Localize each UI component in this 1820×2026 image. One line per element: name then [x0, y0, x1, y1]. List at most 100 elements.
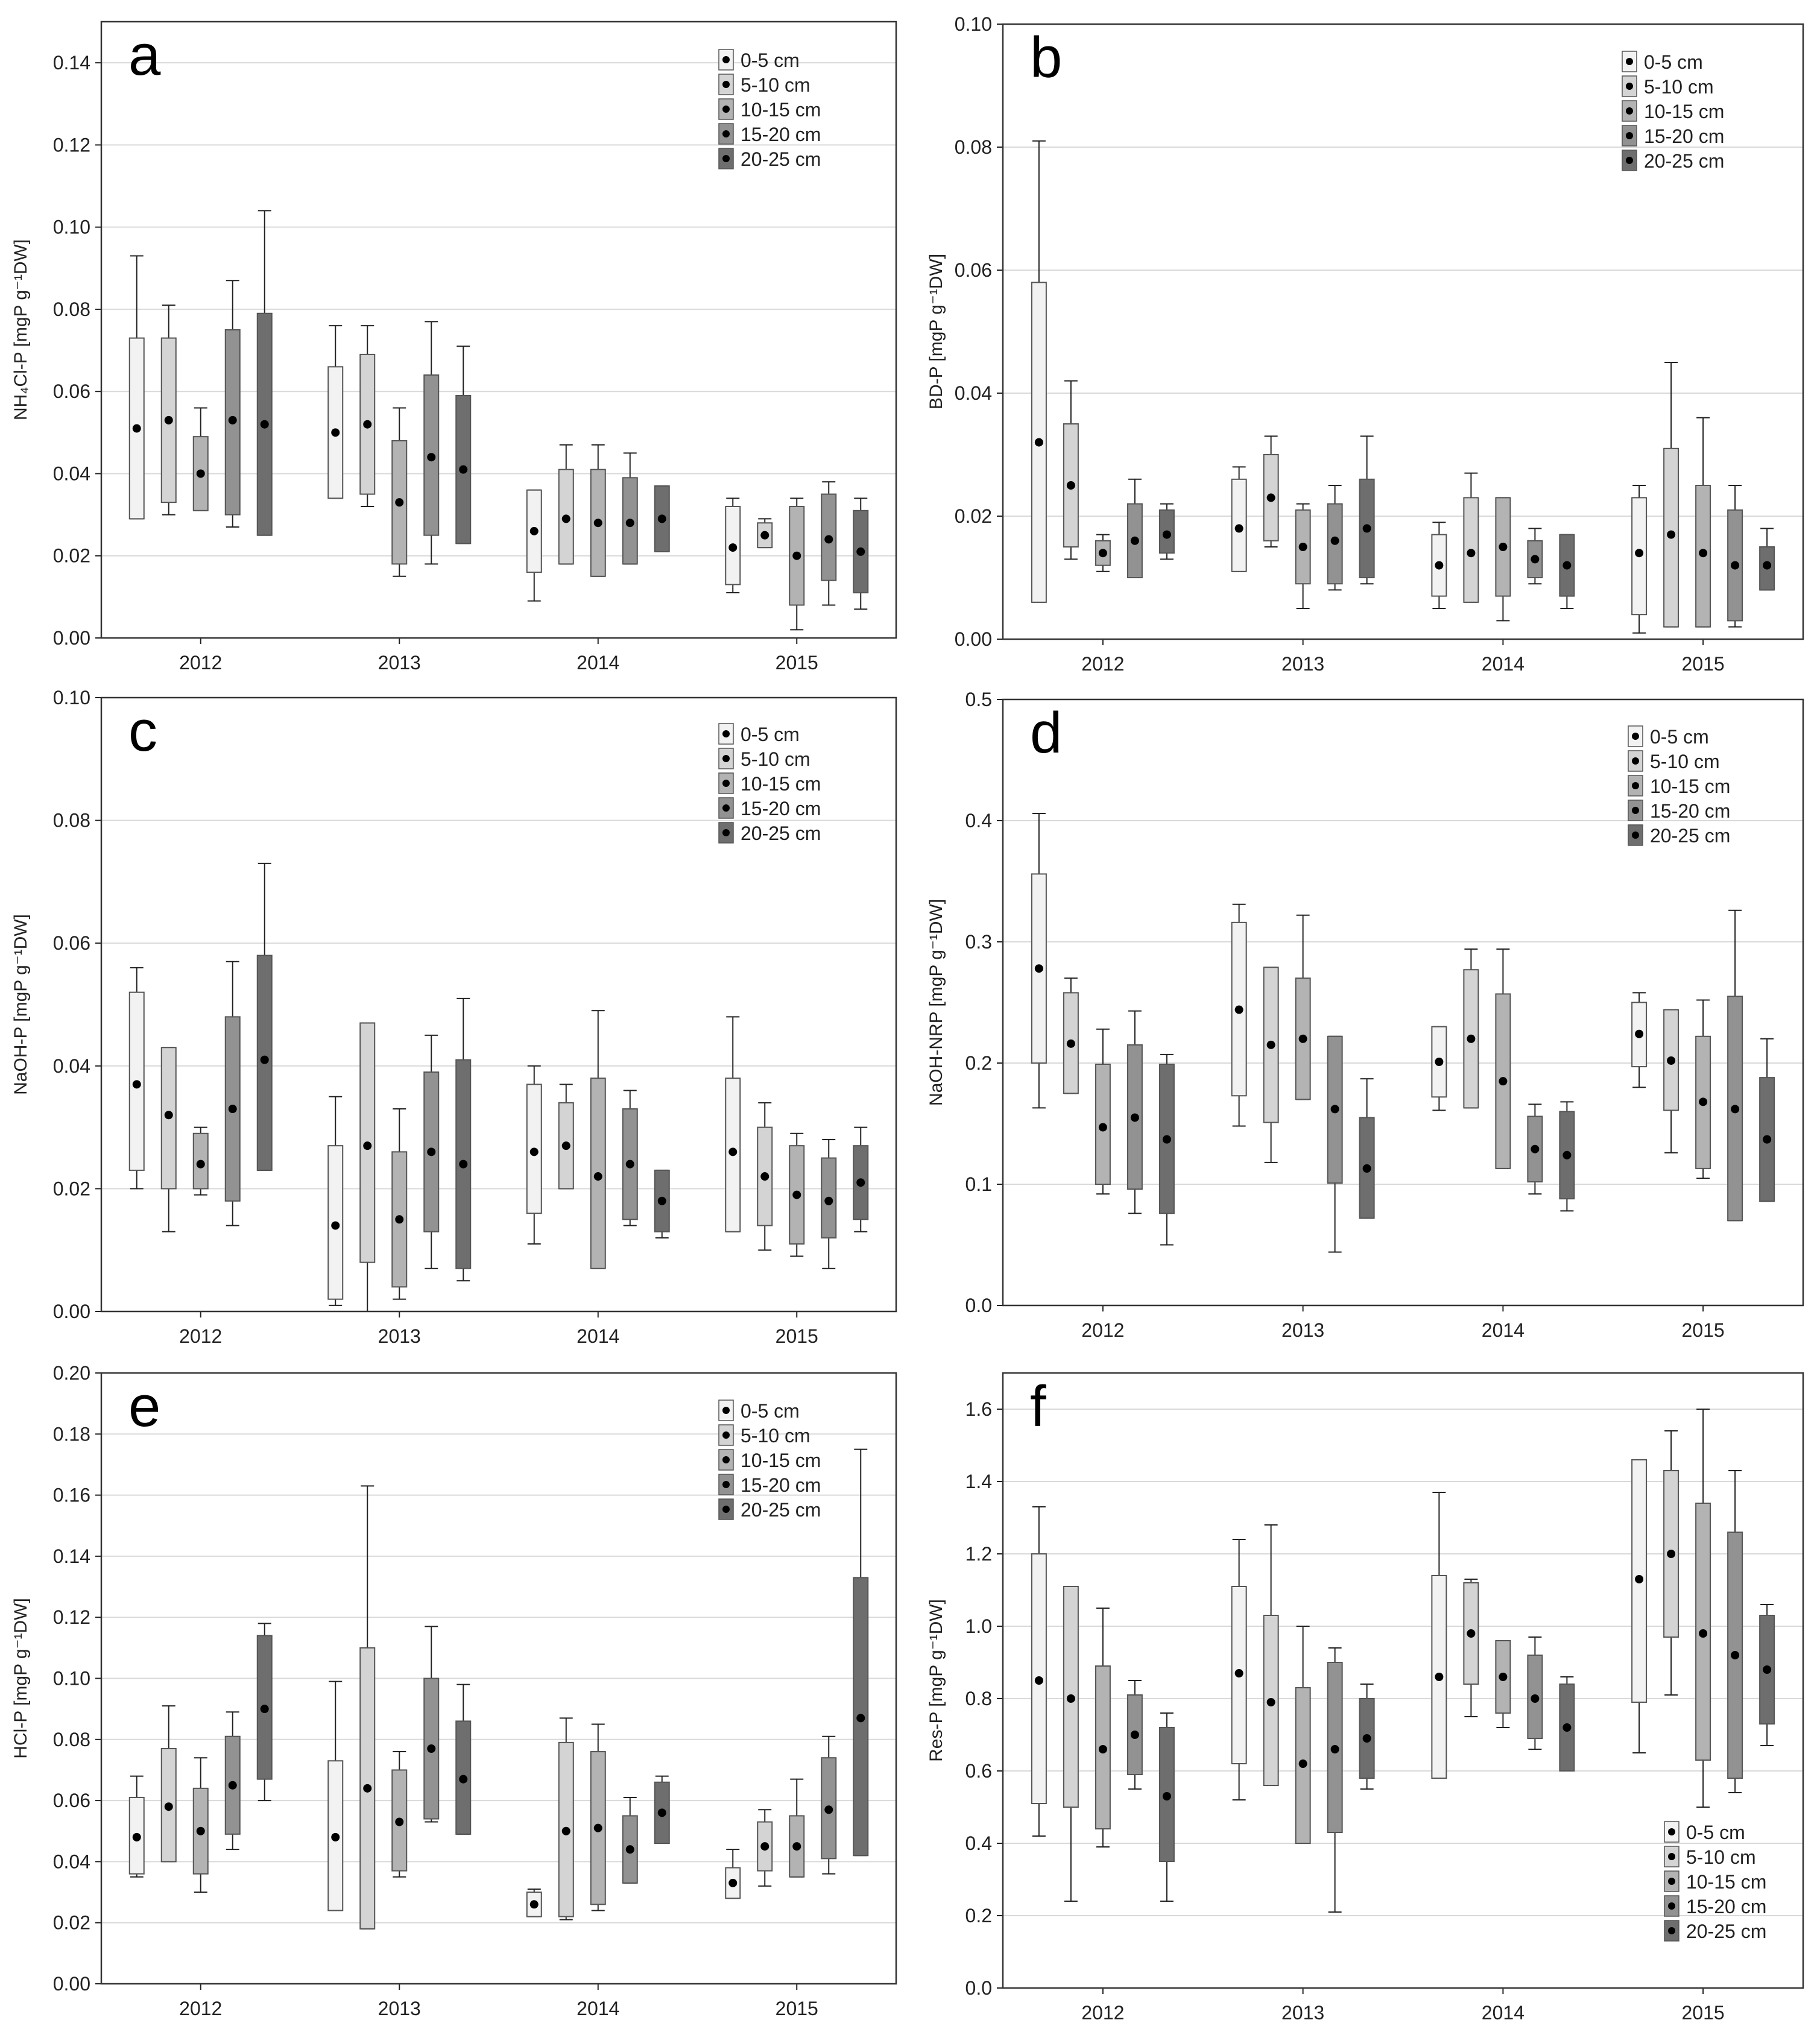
panel-b: 0.00 0.02 0.04 0.06 0.08 0.10 2012 2013 2014 2015…: [926, 13, 1804, 675]
x-tick-label: 2012: [1081, 653, 1124, 675]
panel-c: 0.00 0.02 0.04 0.06 0.08 0.10 2012 2013 2014 2015…: [11, 687, 897, 1347]
legend-marker: [722, 1506, 730, 1513]
mean-point: [792, 1842, 801, 1851]
legend-label: 0-5 cm: [1650, 726, 1709, 748]
box-20-25-cm: [1359, 478, 1375, 578]
legend-label: 10-15 cm: [741, 1450, 821, 1471]
legend-label: 20-25 cm: [741, 148, 821, 170]
y-tick-label: 0.10: [53, 216, 90, 238]
legend-swatch: [718, 1474, 734, 1495]
legend-marker: [1668, 1902, 1675, 1910]
mean-point: [132, 1080, 141, 1089]
mean-point: [1699, 1629, 1708, 1638]
legend-label: 10-15 cm: [741, 773, 821, 795]
mean-point: [561, 1826, 570, 1835]
legend-marker: [722, 1407, 730, 1414]
mean-point: [1531, 555, 1540, 564]
mean-point: [1731, 1651, 1740, 1659]
mean-point: [1330, 1105, 1339, 1114]
box-10-15-cm: [1095, 1665, 1111, 1829]
legend-marker: [1626, 83, 1633, 90]
y-tick-label: 0.06: [53, 1790, 90, 1811]
legend-label: 5-10 cm: [1644, 76, 1714, 98]
mean-point: [164, 1111, 173, 1120]
mean-point: [728, 1147, 738, 1157]
mean-point: [459, 1160, 468, 1169]
x-tick-label: 2013: [378, 1325, 421, 1347]
legend-label: 5-10 cm: [1650, 751, 1720, 772]
mean-point: [760, 1842, 769, 1851]
x-tick-label: 2013: [1281, 1319, 1324, 1341]
y-tick-label: 0.00: [53, 1301, 90, 1322]
y-tick-label: 0.1: [965, 1173, 992, 1195]
box-5-10-cm: [558, 1102, 574, 1190]
legend-marker: [722, 1431, 730, 1439]
box-5-10-cm: [1263, 1615, 1279, 1786]
mean-point: [529, 1900, 539, 1909]
mean-point: [228, 1105, 237, 1114]
y-axis-label: BD-P [mgP g⁻¹DW]: [926, 254, 946, 409]
mean-point: [1435, 1673, 1444, 1681]
y-tick-label: 0.14: [53, 52, 90, 74]
mean-point: [593, 519, 602, 528]
x-tick-label: 2015: [1682, 1319, 1725, 1341]
mean-point: [1763, 1665, 1772, 1674]
mean-point: [132, 1832, 141, 1841]
mean-point: [1362, 524, 1371, 533]
mean-point: [529, 1147, 539, 1157]
mean-point: [395, 498, 404, 507]
plot-frame: [100, 21, 897, 639]
mean-point: [1330, 1745, 1339, 1753]
y-tick-label: 0.08: [53, 810, 90, 832]
panel-letter: a: [128, 23, 161, 87]
mean-point: [1234, 1669, 1243, 1677]
mean-point: [1531, 1144, 1540, 1153]
y-tick-label: 0.04: [53, 1055, 90, 1077]
mean-point: [1034, 438, 1043, 447]
plot-frame: [100, 696, 897, 1313]
x-tick-label: 2015: [776, 1325, 818, 1347]
mean-point: [529, 526, 539, 535]
legend-marker: [1668, 1927, 1675, 1934]
legend-marker: [722, 130, 730, 137]
box-10-15-cm: [1095, 540, 1111, 566]
mean-point: [1234, 524, 1243, 533]
y-tick-label: 0.2: [965, 1905, 992, 1927]
mean-point: [1298, 543, 1307, 551]
y-axis-label: NaOH-P [mgP g⁻¹DW]: [11, 914, 31, 1095]
box-5-10-cm: [1063, 992, 1079, 1094]
mean-point: [1098, 549, 1107, 558]
mean-point: [824, 1196, 833, 1205]
y-tick-label: 0.08: [955, 136, 992, 158]
mean-point: [1562, 1723, 1572, 1732]
y-tick-label: 0.00: [955, 628, 992, 650]
mean-point: [760, 1172, 769, 1181]
x-tick-label: 2013: [1281, 2002, 1324, 2024]
mean-point: [657, 1808, 666, 1817]
mean-point: [824, 1805, 833, 1814]
legend-marker: [1668, 1878, 1675, 1885]
legend-label: 20-25 cm: [1650, 825, 1730, 847]
mean-point: [1467, 1629, 1476, 1638]
mean-point: [427, 1147, 436, 1157]
mean-point: [1130, 1731, 1139, 1739]
mean-point: [561, 514, 570, 523]
mean-point: [363, 1141, 372, 1150]
box-0-5-cm: [526, 1892, 542, 1917]
mean-point: [1635, 549, 1644, 558]
mean-point: [1499, 1077, 1508, 1086]
y-tick-label: 1.6: [965, 1398, 992, 1420]
legend-label: 0-5 cm: [1686, 1822, 1745, 1843]
mean-point: [1330, 536, 1339, 545]
mean-point: [1266, 493, 1275, 502]
legend-label: 10-15 cm: [741, 99, 821, 121]
box-15-20-cm: [423, 1071, 440, 1232]
legend-marker: [722, 81, 730, 88]
y-tick-label: 0.4: [965, 810, 992, 832]
mean-point: [196, 1826, 205, 1835]
mean-point: [1130, 1113, 1139, 1122]
y-tick-label: 0.12: [53, 134, 90, 156]
legend-marker: [722, 155, 730, 162]
mean-point: [1435, 561, 1444, 570]
y-tick-label: 0.00: [53, 627, 90, 649]
